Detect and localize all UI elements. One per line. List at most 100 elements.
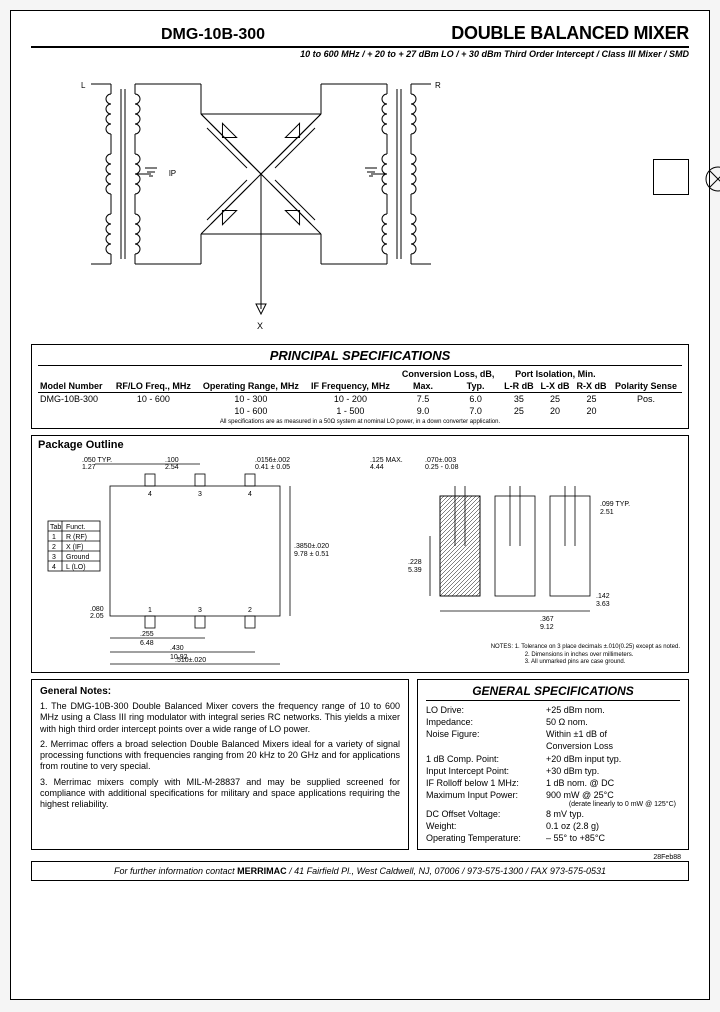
spec-key: Operating Temperature: [426, 832, 546, 844]
spec-value: Within ±1 dB of [546, 728, 680, 740]
spec-key: Input Intercept Point: [426, 765, 546, 777]
note-2: 2. Merrimac offers a broad selection Dou… [40, 739, 400, 773]
dim-050: .050 TYP. [82, 457, 112, 464]
cell: 7.5 [396, 393, 451, 406]
svg-text:X: X [257, 321, 263, 331]
col-clmax: Max. [396, 380, 451, 393]
package-notes: NOTES: 1. Tolerance on 3 place decimals … [491, 644, 680, 666]
col-convloss: Conversion Loss, dB, [396, 368, 501, 380]
spec-key: Weight: [426, 820, 546, 832]
svg-text:2: 2 [52, 544, 56, 551]
general-notes-box: General Notes: 1. The DMG-10B-300 Double… [31, 679, 409, 850]
col-rx: R-X dB [573, 380, 610, 393]
spec-key: DC Offset Voltage: [426, 808, 546, 820]
cell: 10 - 600 [196, 405, 305, 417]
col-iffreq: IF Frequency, MHz [305, 368, 395, 393]
spec-row: Weight:0.1 oz (2.8 g) [426, 820, 680, 832]
general-notes-title: General Notes: [40, 686, 400, 697]
spec-row: Conversion Loss [426, 740, 680, 752]
spec-key: Noise Figure: [426, 728, 546, 740]
cell: 25 [573, 393, 610, 406]
cell: 20 [537, 405, 573, 417]
dim-254: 2.54 [165, 464, 179, 471]
principal-specs-box: PRINCIPAL SPECIFICATIONS Model Number RF… [31, 344, 689, 429]
svg-text:.228: .228 [408, 559, 422, 566]
cell: 10 - 600 [110, 393, 196, 406]
svg-text:X (IF): X (IF) [66, 544, 84, 551]
spec-row: Input Intercept Point:+30 dBm typ. [426, 765, 680, 777]
dim-041: 0.41 ± 0.05 [255, 464, 290, 471]
footer-rest: / 41 Fairfield Pl., West Caldwell, NJ, 0… [289, 866, 606, 876]
cell [110, 405, 196, 417]
svg-text:Funct.: Funct. [66, 524, 86, 531]
mixer-schematic-icon: L R [81, 74, 461, 344]
svg-text:.080: .080 [90, 606, 104, 613]
svg-text:1: 1 [148, 607, 152, 614]
spec-value: 1 dB nom. @ DC [546, 777, 680, 789]
bottom-row: General Notes: 1. The DMG-10B-300 Double… [31, 679, 689, 850]
spec-value: 8 mV typ. [546, 808, 680, 820]
svg-text:4.44: 4.44 [370, 464, 384, 471]
svg-text:4: 4 [148, 491, 152, 498]
spec-row: IF Rolloff below 1 MHz:1 dB nom. @ DC [426, 777, 680, 789]
dim-0156: .0156±.002 [255, 457, 290, 464]
svg-text:6.48: 6.48 [140, 640, 154, 647]
svg-text:5.39: 5.39 [408, 567, 422, 574]
mixer-symbol-icon [653, 159, 689, 195]
cell: 1 - 500 [305, 405, 395, 417]
spec-value: +20 dBm input typ. [546, 753, 680, 765]
spec-value: +30 dBm typ. [546, 765, 680, 777]
spec-row: Operating Temperature:– 55° to +85°C [426, 832, 680, 844]
general-specs-title: GENERAL SPECIFICATIONS [426, 684, 680, 701]
svg-text:Ground: Ground [66, 554, 89, 561]
cell: 10 - 200 [305, 393, 395, 406]
package-drawing-icon: 434 132 .100 .050 TYP. 1.27 2.54 .0156±.… [40, 456, 680, 666]
package-outline-box: Package Outline 434 132 .100 .050 TYP. 1… [31, 435, 689, 673]
svg-text:3: 3 [198, 607, 202, 614]
svg-text:.125 MAX.: .125 MAX. [370, 457, 403, 464]
col-oprange: Operating Range, MHz [196, 368, 305, 393]
principal-specs-title: PRINCIPAL SPECIFICATIONS [38, 348, 682, 366]
spec-key: IF Rolloff below 1 MHz: [426, 777, 546, 789]
svg-text:.142: .142 [596, 593, 610, 600]
schematic-area: L R [31, 69, 689, 344]
spec-row: DC Offset Voltage:8 mV typ. [426, 808, 680, 820]
spec-key: LO Drive: [426, 704, 546, 716]
general-specs-box: GENERAL SPECIFICATIONS LO Drive:+25 dBm … [417, 679, 689, 850]
svg-text:lP: lP [169, 169, 176, 178]
cell [610, 405, 682, 417]
col-pol: Polarity Sense [610, 368, 682, 393]
svg-text:0.25 - 0.08: 0.25 - 0.08 [425, 464, 459, 471]
table-row: DMG-10B-30010 - 60010 - 30010 - 2007.56.… [38, 393, 682, 406]
principal-specs-table: Model Number RF/LO Freq., MHz Operating … [38, 368, 682, 417]
svg-text:.255: .255 [140, 631, 154, 638]
svg-text:.099 TYP.: .099 TYP. [600, 501, 630, 508]
spec-row: LO Drive:+25 dBm nom. [426, 704, 680, 716]
footer-company: MERRIMAC [237, 866, 287, 876]
cell: 25 [501, 405, 537, 417]
spec-value: 50 Ω nom. [546, 716, 680, 728]
cell: 9.0 [396, 405, 451, 417]
svg-text:R (RF): R (RF) [66, 534, 87, 541]
svg-text:2: 2 [248, 607, 252, 614]
dim-127: 1.27 [82, 464, 96, 471]
svg-text:.070±.003: .070±.003 [425, 457, 456, 464]
package-title: Package Outline [38, 439, 682, 451]
cell: Pos. [610, 393, 682, 406]
page-title: DOUBLE BALANCED MIXER [451, 23, 689, 44]
col-portiso: Port Isolation, Min. [501, 368, 610, 380]
cell: 7.0 [451, 405, 501, 417]
spec-value: Conversion Loss [546, 740, 680, 752]
derate-note: (derate linearly to 0 mW @ 125°C) [426, 801, 680, 808]
spec-key [426, 740, 546, 752]
svg-text:L: L [81, 81, 86, 90]
cell: 6.0 [451, 393, 501, 406]
note-3: 3. Merrimac mixers comply with MIL-M-288… [40, 777, 400, 811]
footer-prefix: For further information contact [114, 866, 235, 876]
svg-text:3.63: 3.63 [596, 601, 610, 608]
svg-text:R: R [435, 81, 441, 90]
cell [38, 405, 110, 417]
date-code: 28Feb88 [31, 854, 689, 861]
svg-text:9.78 ± 0.51: 9.78 ± 0.51 [294, 551, 329, 558]
svg-text:2.51: 2.51 [600, 509, 614, 516]
